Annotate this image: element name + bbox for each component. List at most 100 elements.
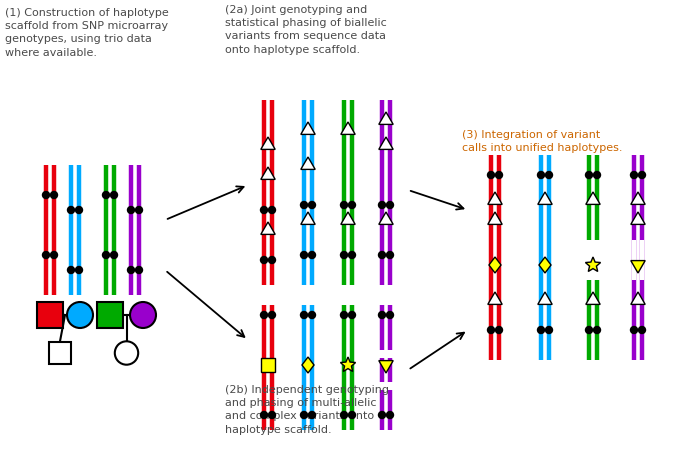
- Polygon shape: [488, 292, 502, 304]
- Polygon shape: [488, 192, 502, 204]
- Polygon shape: [340, 357, 356, 372]
- Polygon shape: [301, 122, 315, 134]
- Circle shape: [269, 311, 276, 318]
- Circle shape: [309, 202, 316, 209]
- Circle shape: [111, 252, 118, 259]
- Polygon shape: [538, 192, 552, 204]
- Circle shape: [496, 171, 503, 179]
- Circle shape: [67, 206, 74, 213]
- Polygon shape: [631, 192, 645, 204]
- Circle shape: [638, 326, 645, 333]
- Circle shape: [349, 252, 356, 259]
- Circle shape: [379, 311, 386, 318]
- Polygon shape: [261, 137, 275, 149]
- Circle shape: [76, 206, 83, 213]
- Circle shape: [349, 202, 356, 209]
- Polygon shape: [631, 260, 645, 273]
- Circle shape: [379, 202, 386, 209]
- Circle shape: [127, 206, 134, 213]
- Circle shape: [340, 412, 347, 419]
- FancyBboxPatch shape: [49, 342, 71, 364]
- Circle shape: [340, 311, 347, 318]
- Circle shape: [43, 192, 50, 198]
- Polygon shape: [261, 167, 275, 179]
- Circle shape: [594, 171, 601, 179]
- Circle shape: [50, 252, 57, 259]
- Polygon shape: [488, 212, 502, 224]
- Polygon shape: [379, 212, 393, 224]
- Circle shape: [309, 311, 316, 318]
- Circle shape: [43, 252, 50, 259]
- Polygon shape: [586, 292, 600, 304]
- Circle shape: [538, 171, 545, 179]
- Polygon shape: [379, 361, 393, 373]
- Text: (3) Integration of variant
calls into unified haplotypes.: (3) Integration of variant calls into un…: [462, 130, 622, 153]
- Text: (2a) Joint genotyping and
statistical phasing of biallelic
variants from sequenc: (2a) Joint genotyping and statistical ph…: [225, 5, 386, 55]
- Circle shape: [594, 326, 601, 333]
- Circle shape: [260, 206, 267, 213]
- Circle shape: [309, 412, 316, 419]
- Circle shape: [386, 252, 393, 259]
- Circle shape: [585, 171, 592, 179]
- Circle shape: [260, 311, 267, 318]
- Circle shape: [379, 412, 386, 419]
- Polygon shape: [586, 192, 600, 204]
- Circle shape: [300, 252, 307, 259]
- Circle shape: [76, 267, 83, 274]
- Circle shape: [127, 267, 134, 274]
- Circle shape: [309, 252, 316, 259]
- Circle shape: [50, 192, 57, 198]
- Circle shape: [67, 267, 74, 274]
- Circle shape: [340, 252, 347, 259]
- Circle shape: [631, 171, 638, 179]
- Circle shape: [631, 326, 638, 333]
- FancyBboxPatch shape: [37, 302, 63, 328]
- Circle shape: [487, 171, 494, 179]
- Circle shape: [102, 252, 109, 259]
- Circle shape: [269, 412, 276, 419]
- Circle shape: [260, 412, 267, 419]
- Circle shape: [386, 311, 393, 318]
- Circle shape: [545, 326, 552, 333]
- Circle shape: [487, 326, 494, 333]
- Polygon shape: [631, 292, 645, 304]
- Polygon shape: [341, 122, 355, 134]
- Circle shape: [260, 257, 267, 263]
- Circle shape: [136, 206, 143, 213]
- Polygon shape: [539, 257, 551, 273]
- Polygon shape: [301, 212, 315, 224]
- Polygon shape: [261, 358, 275, 372]
- Text: (2b) Independent genotyping
and phasing of multi-allelic
and complex variants on: (2b) Independent genotyping and phasing …: [225, 385, 389, 435]
- Circle shape: [136, 267, 143, 274]
- Circle shape: [538, 326, 545, 333]
- FancyBboxPatch shape: [97, 302, 123, 328]
- Polygon shape: [379, 137, 393, 149]
- Polygon shape: [379, 112, 393, 124]
- Circle shape: [349, 412, 356, 419]
- Circle shape: [496, 326, 503, 333]
- Circle shape: [638, 171, 645, 179]
- Circle shape: [340, 202, 347, 209]
- Circle shape: [545, 171, 552, 179]
- Circle shape: [102, 192, 109, 198]
- Circle shape: [300, 412, 307, 419]
- Circle shape: [67, 302, 93, 328]
- Polygon shape: [538, 292, 552, 304]
- Circle shape: [269, 257, 276, 263]
- Polygon shape: [489, 257, 501, 273]
- Circle shape: [379, 252, 386, 259]
- Circle shape: [269, 206, 276, 213]
- Polygon shape: [631, 212, 645, 224]
- Circle shape: [300, 311, 307, 318]
- Polygon shape: [301, 157, 315, 170]
- Polygon shape: [585, 257, 601, 271]
- Circle shape: [130, 302, 156, 328]
- Circle shape: [115, 341, 138, 365]
- Polygon shape: [341, 212, 355, 224]
- Polygon shape: [302, 357, 314, 373]
- Circle shape: [349, 311, 356, 318]
- Circle shape: [111, 192, 118, 198]
- Circle shape: [386, 202, 393, 209]
- Text: (1) Construction of haplotype
scaffold from SNP microarray
genotypes, using trio: (1) Construction of haplotype scaffold f…: [5, 8, 169, 57]
- Circle shape: [585, 326, 592, 333]
